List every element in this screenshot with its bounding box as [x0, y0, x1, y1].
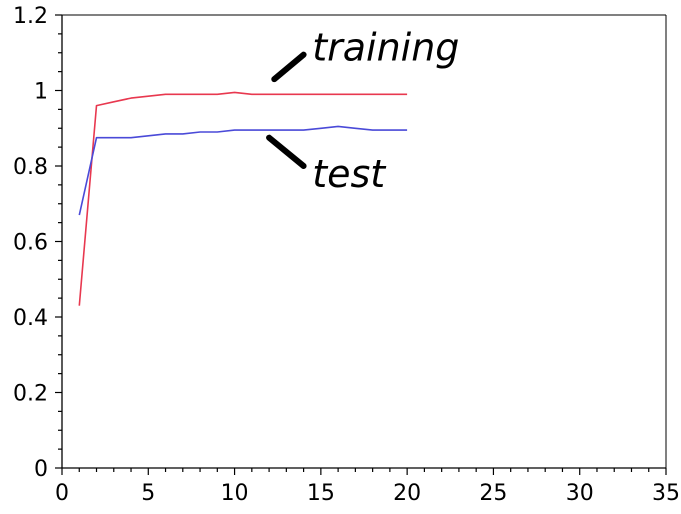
tick-labels: 0 5 10 15 20 25 30 35 0 0.2 0.4 0.6 0.8 1 1.2 — [13, 4, 680, 506]
x-tick-label: 30 — [566, 481, 594, 506]
annotation-label-test: test — [312, 152, 387, 196]
series-lines — [78, 91, 408, 306]
y-tick-label: 0 — [34, 457, 48, 482]
y-tick-label: 0.2 — [13, 382, 48, 407]
y-tick-label: 0.8 — [13, 155, 48, 180]
annotation-pointer-test — [266, 134, 307, 169]
series-line-training — [78, 91, 408, 306]
y-tick-label: 1 — [34, 80, 48, 105]
x-tick-label: 10 — [221, 481, 249, 506]
x-tick-label: 25 — [479, 481, 507, 506]
x-tick-label: 15 — [307, 481, 335, 506]
axis-ticks — [55, 14, 667, 475]
y-tick-label: 0.6 — [13, 231, 48, 256]
y-tick-label: 0.4 — [13, 306, 48, 331]
y-tick-label: 1.2 — [13, 4, 48, 29]
x-tick-label: 35 — [652, 481, 680, 506]
plot-frame — [61, 14, 667, 469]
x-tick-label: 5 — [141, 481, 155, 506]
x-tick-label: 20 — [393, 481, 421, 506]
annotation-label-training: training — [312, 26, 459, 70]
x-tick-label: 0 — [55, 481, 69, 506]
annotation-pointer-training — [271, 51, 307, 83]
series-annotations: training test — [266, 26, 459, 196]
series-line-test — [78, 125, 408, 216]
